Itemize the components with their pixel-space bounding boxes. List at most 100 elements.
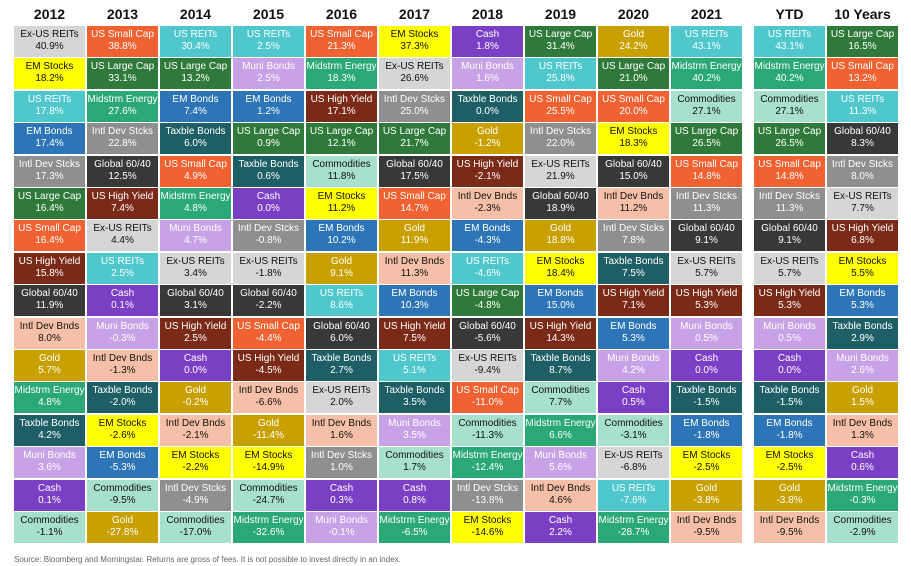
asset-class-label: US High Yield [456,158,519,170]
asset-class-label: Midstrm Energy [379,515,450,526]
return-cell: Intl Dev Stcks 25.0% [379,90,450,122]
return-value-label: -32.6% [252,527,285,538]
return-value-label: 0.1% [111,300,134,312]
return-cell: Ex-US REITs 5.7% [754,252,825,284]
return-cell: US Small Cap 25.5% [525,90,596,122]
return-value-label: 21.3% [327,41,356,52]
asset-class-label: US REITs [840,93,885,105]
return-value-label: 2.2% [549,527,572,538]
return-cell: Muni Bonds 4.2% [598,350,669,381]
source-note: Source: Bloomberg and Morningstar. Retur… [14,555,401,564]
return-cell: Commodities 7.7% [525,382,596,414]
asset-class-label: Commodities [760,93,819,105]
asset-class-label: EM Stocks [765,450,814,462]
return-value-label: 0.6% [851,462,874,474]
asset-class-label: Gold [257,417,280,429]
asset-class-label: EM Stocks [98,417,147,429]
return-cell: Muni Bonds 5.6% [525,447,596,479]
return-value-label: 8.0% [851,170,874,182]
return-cell: US REITs 2.5% [87,252,158,284]
return-value-label: -14.6% [471,527,504,538]
asset-class-label: EM Stocks [25,61,74,73]
return-value-label: 11.3% [692,203,721,214]
return-value-label: 2.9% [851,332,874,344]
return-value-label: 14.8% [692,170,721,182]
return-value-label: 2.5% [184,332,207,344]
return-value-label: 43.1% [692,41,721,52]
return-cell: US Large Cap 26.5% [671,123,742,155]
return-cell: EM Stocks -2.5% [671,447,742,479]
asset-class-label: Commodities [385,450,444,462]
return-value-label: 6.0% [330,332,353,344]
return-cell: Ex-US REITs -6.8% [598,447,669,479]
return-cell: US REITs 43.1% [754,26,825,57]
return-cell: Taxble Bonds 4.2% [14,414,85,446]
asset-class-label: Commodities [833,515,892,526]
return-cell: US Large Cap 21.7% [379,123,450,155]
column-header: 2020 [617,6,650,22]
return-value-label: 4.8% [184,203,207,214]
asset-class-label: US High Yield [237,353,300,364]
asset-class-label: Muni Bonds [169,223,222,235]
return-cell: Commodities -1.1% [14,512,85,543]
asset-class-label: US Small Cap [758,158,821,170]
return-value-label: 0.9% [257,138,280,150]
return-value-label: 0.0% [184,365,207,376]
return-value-label: -9.5% [776,527,803,538]
return-value-label: -3.1% [620,429,647,441]
asset-class-label: Taxble Bonds [311,353,372,364]
asset-class-label: Ex-US REITs [604,450,663,462]
asset-class-label: Intl Dev Stcks [164,482,227,494]
return-cell: Global 60/40 9.1% [671,220,742,252]
return-value-label: 14.3% [546,332,575,344]
asset-class-label: Midstrm Energy [754,61,825,73]
return-value-label: 9.1% [330,267,353,279]
return-value-label: -11.0% [472,397,503,409]
return-value-label: 5.1% [403,365,426,376]
return-value-label: -13.8% [471,494,504,506]
return-value-label: -2.3% [474,203,501,214]
return-cell: Gold 11.9% [379,220,450,252]
return-value-label: 7.5% [622,267,645,279]
return-value-label: -11.4% [253,429,284,441]
return-cell: Gold -3.8% [671,479,742,511]
asset-class-label: Cash [621,385,646,397]
return-value-label: 7.5% [403,332,426,344]
asset-class-label: US High Yield [529,320,592,332]
return-value-label: -0.3% [109,332,136,344]
asset-class-label: Intl Dev Stcks [91,126,154,138]
return-value-label: 40.2% [775,73,804,85]
return-cell: EM Bonds 5.3% [598,317,669,349]
return-value-label: 7.7% [851,203,874,214]
return-cell: Gold 9.1% [306,252,377,284]
asset-class-label: Global 60/40 [21,288,78,300]
return-value-label: 8.3% [851,138,874,150]
return-cell: US REITs 25.8% [525,58,596,90]
return-cell: US Small Cap 16.4% [14,220,85,252]
return-value-label: -1.5% [776,397,803,409]
asset-class-label: Midstrm Energy [87,93,158,105]
return-cell: Ex-US REITs 4.4% [87,220,158,252]
return-value-label: 15.8% [35,267,64,279]
return-value-label: 40.9% [35,41,64,52]
asset-class-label: EM Bonds [26,126,73,138]
return-cell: Commodities 1.7% [379,447,450,479]
asset-class-label: Gold [403,223,426,235]
return-value-label: -1.8% [255,267,282,279]
column-header: YTD [775,6,804,22]
asset-class-label: Gold [695,482,718,494]
return-cell: US Large Cap 16.4% [14,188,85,219]
asset-class-label: US High Yield [675,288,738,300]
return-value-label: -1.8% [776,429,803,441]
asset-class-label: Intl Dev Stcks [831,158,894,170]
return-cell: Ex-US REITs 3.4% [160,252,231,284]
asset-class-label: Commodities [458,417,517,429]
return-value-label: 38.8% [108,41,137,52]
asset-class-label: EM Bonds [610,320,657,332]
asset-class-label: Gold [38,353,61,364]
return-cell: Muni Bonds -0.1% [306,512,377,543]
return-cell: Global 60/40 12.5% [87,155,158,187]
column-header: 10 Years [834,6,891,22]
return-value-label: 5.3% [851,300,874,312]
return-value-label: -9.4% [474,365,501,376]
